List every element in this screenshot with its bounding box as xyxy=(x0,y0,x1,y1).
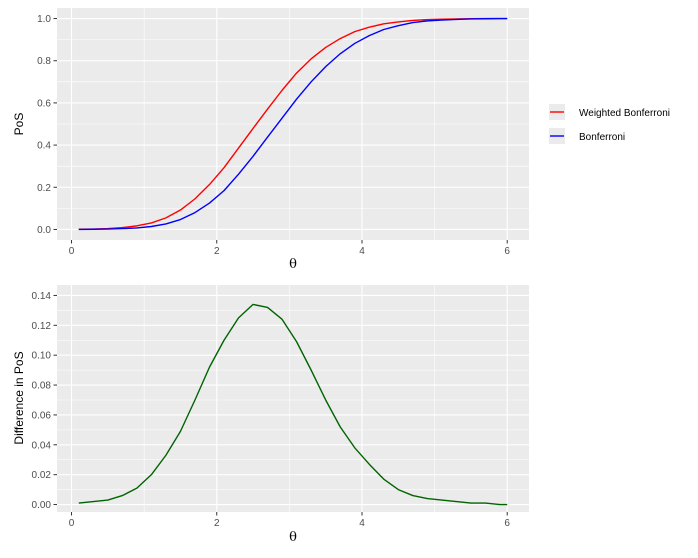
top-x-axis-title: θ xyxy=(289,257,297,272)
top-x-tick-label: 4 xyxy=(359,246,365,257)
top-x-axis: 0 2 4 6 xyxy=(69,240,510,257)
bottom-x-tick-label: 4 xyxy=(359,518,365,529)
bottom-x-tick-label: 6 xyxy=(504,518,510,529)
bottom-y-tick-label: 0.04 xyxy=(32,440,52,451)
top-y-tick-label: 1.0 xyxy=(37,14,51,25)
bottom-series-line-difference xyxy=(78,303,508,506)
legend: Weighted Bonferroni Bonferroni xyxy=(549,104,670,144)
bottom-y-tick-label: 0.10 xyxy=(32,351,52,362)
bottom-y-tick-label: 0.08 xyxy=(32,381,52,392)
bottom-y-tick-label: 0.14 xyxy=(32,291,52,302)
top-series-line-weighted-bonferroni xyxy=(78,17,508,230)
bottom-y-tick-label: 0.02 xyxy=(32,470,52,481)
top-gridlines xyxy=(57,8,529,240)
top-series-line-bonferroni xyxy=(78,17,508,231)
legend-label-bonferroni: Bonferroni xyxy=(579,132,625,143)
bottom-y-axis-title: Difference in PoS xyxy=(12,351,26,444)
top-y-axis: 0.0 0.2 0.4 0.6 0.8 1.0 xyxy=(37,14,57,236)
bottom-x-axis: 0 2 4 6 xyxy=(69,512,510,529)
bottom-plot-background xyxy=(57,285,529,512)
bottom-y-tick-label: 0.00 xyxy=(32,500,52,511)
top-series-lines xyxy=(78,17,508,231)
bottom-series-lines xyxy=(78,303,508,506)
top-y-axis-title: PoS xyxy=(12,113,26,136)
top-panel: 0.0 0.2 0.4 0.6 0.8 1.0 0 2 4 6 θ PoS xyxy=(12,8,529,272)
bottom-y-axis: 0.00 0.02 0.04 0.06 0.08 0.10 0.12 0.14 xyxy=(32,291,57,511)
top-y-tick-label: 0.6 xyxy=(37,98,51,109)
top-x-tick-label: 0 xyxy=(69,246,75,257)
bottom-x-axis-title: θ xyxy=(289,530,297,545)
bottom-y-tick-label: 0.06 xyxy=(32,410,52,421)
legend-label-weighted-bonferroni: Weighted Bonferroni xyxy=(579,108,670,119)
bottom-x-tick-label: 0 xyxy=(69,518,75,529)
top-y-tick-label: 0.4 xyxy=(37,141,51,152)
top-y-tick-label: 0.0 xyxy=(37,225,51,236)
top-x-tick-label: 6 xyxy=(504,246,510,257)
bottom-y-tick-label: 0.12 xyxy=(32,321,52,332)
top-x-tick-label: 2 xyxy=(214,246,220,257)
bottom-gridlines xyxy=(57,285,529,512)
top-y-tick-label: 0.8 xyxy=(37,56,51,67)
bottom-x-tick-label: 2 xyxy=(214,518,220,529)
top-y-tick-label: 0.2 xyxy=(37,183,51,194)
